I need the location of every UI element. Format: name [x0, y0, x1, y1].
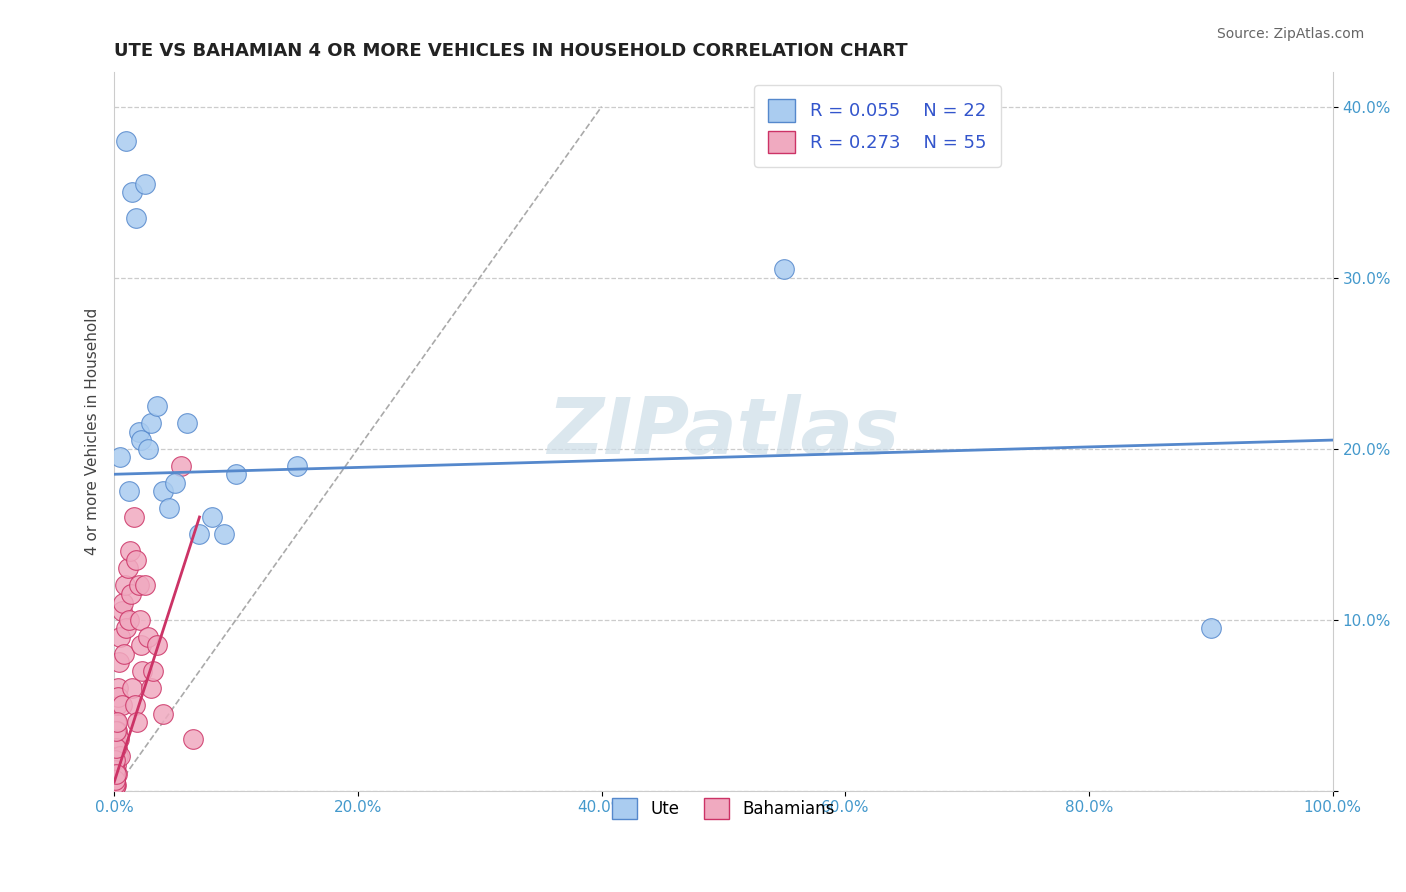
Point [110, 450, 132, 465]
Point [117, 561, 139, 575]
Point [176, 416, 198, 430]
Point [105, 715, 128, 730]
Point [139, 681, 162, 695]
Point [105, 715, 128, 730]
Point [128, 613, 150, 627]
Point [115, 621, 138, 635]
Point [121, 681, 143, 695]
Point [105, 766, 128, 780]
Point [110, 749, 132, 764]
Point [122, 510, 145, 524]
Point [104, 763, 127, 777]
Point [146, 638, 169, 652]
Point [104, 749, 127, 764]
Point [105, 766, 128, 780]
Point [125, 211, 148, 225]
Point [165, 475, 187, 490]
Point [104, 780, 127, 794]
Point [201, 510, 224, 524]
Point [142, 664, 165, 678]
Point [110, 698, 132, 712]
Point [104, 773, 127, 788]
Point [104, 740, 127, 755]
Point [105, 740, 128, 755]
Point [121, 185, 143, 199]
Point [104, 753, 127, 767]
Point [225, 467, 247, 482]
Point [104, 779, 127, 793]
Point [105, 698, 128, 712]
Point [118, 613, 141, 627]
Point [108, 732, 131, 747]
Point [212, 527, 235, 541]
Point [104, 766, 127, 780]
Point [773, 262, 796, 277]
Text: UTE VS BAHAMIAN 4 OR MORE VEHICLES IN HOUSEHOLD CORRELATION CHART: UTE VS BAHAMIAN 4 OR MORE VEHICLES IN HO… [114, 42, 908, 60]
Point [104, 732, 127, 747]
Point [108, 656, 131, 670]
Point [170, 458, 193, 473]
Point [152, 706, 174, 721]
Point [104, 775, 127, 789]
Point [107, 690, 129, 704]
Point [188, 527, 211, 541]
Point [128, 425, 150, 439]
Point [114, 578, 136, 592]
Point [285, 458, 308, 473]
Point [120, 587, 142, 601]
Point [139, 416, 162, 430]
Text: ZIPatlas: ZIPatlas [547, 393, 900, 469]
Point [107, 681, 129, 695]
Point [136, 630, 159, 644]
Text: Source: ZipAtlas.com: Source: ZipAtlas.com [1216, 27, 1364, 41]
Point [1199, 621, 1222, 635]
Point [115, 134, 138, 148]
Point [104, 777, 127, 791]
Point [129, 433, 152, 447]
Point [104, 770, 127, 784]
Point [134, 177, 156, 191]
Point [128, 578, 150, 592]
Point [146, 399, 169, 413]
Point [105, 758, 128, 772]
Point [111, 595, 134, 609]
Point [118, 484, 141, 499]
Point [136, 442, 159, 456]
Point [152, 484, 174, 499]
Point [124, 698, 146, 712]
Point [110, 630, 132, 644]
Point [112, 647, 135, 661]
Point [183, 732, 205, 747]
Point [105, 723, 128, 738]
Y-axis label: 4 or more Vehicles in Household: 4 or more Vehicles in Household [86, 308, 100, 555]
Point [125, 553, 148, 567]
Point [127, 715, 149, 730]
Point [107, 749, 129, 764]
Point [157, 501, 180, 516]
Legend: Ute, Bahamians: Ute, Bahamians [606, 792, 842, 825]
Point [118, 544, 141, 558]
Point [131, 664, 153, 678]
Point [129, 638, 152, 652]
Point [110, 604, 132, 618]
Point [105, 723, 128, 738]
Point [134, 578, 156, 592]
